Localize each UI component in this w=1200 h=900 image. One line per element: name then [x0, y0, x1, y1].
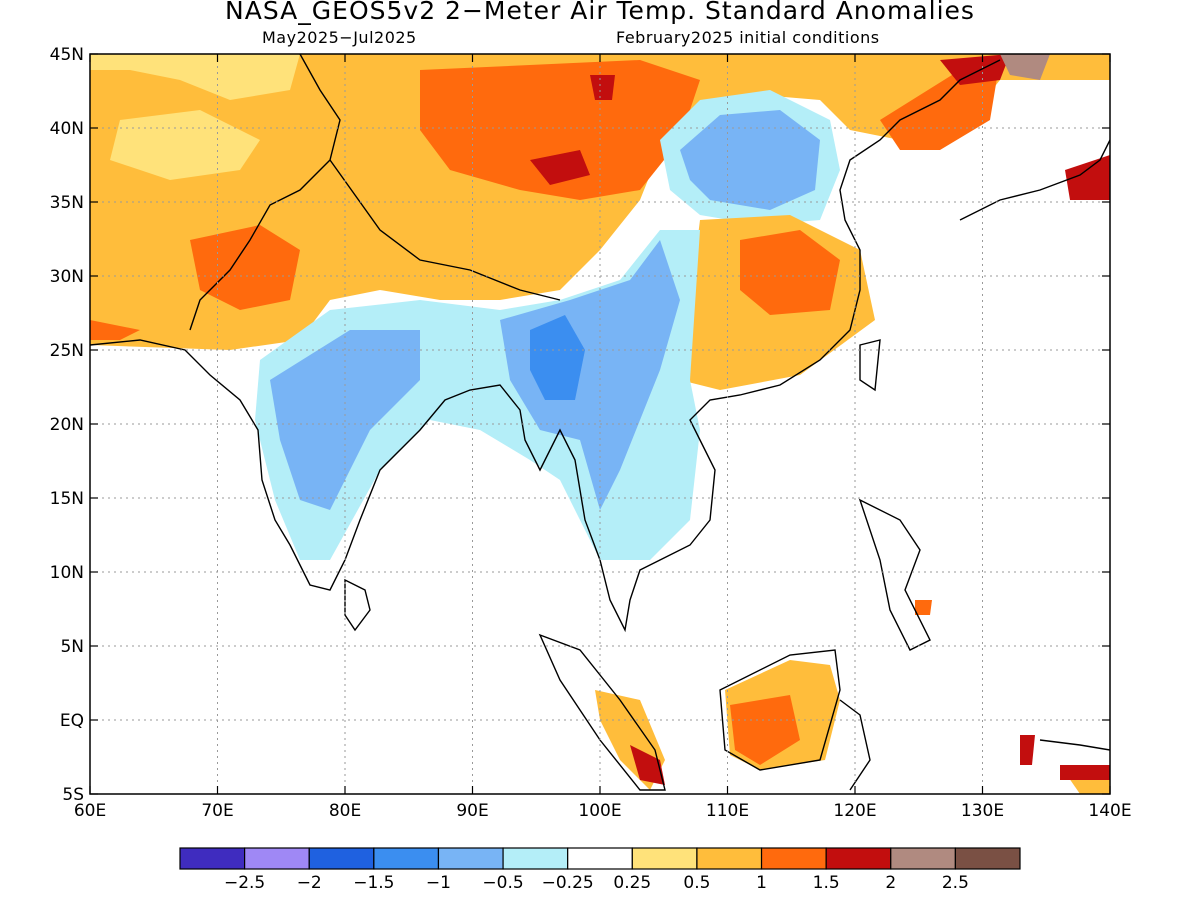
lat-tick-label: 45N — [50, 45, 84, 65]
lon-tick-label: 100E — [578, 801, 621, 821]
colorbar-swatch — [179, 847, 246, 870]
axis-ticks — [89, 53, 1111, 795]
pale-warm-fringe — [90, 54, 300, 100]
colorbar-swatch — [244, 847, 310, 870]
colorbar-swatch — [567, 847, 633, 870]
colorbar-swatch — [373, 847, 440, 870]
colorbar-swatch — [890, 847, 956, 870]
myanmar-cool-core — [530, 315, 585, 400]
lon-tick-label: 90E — [456, 801, 488, 821]
colorbar-label: 0.5 — [683, 873, 710, 893]
initial-conditions: February2025 initial conditions — [616, 28, 880, 47]
lat-tick-label: 30N — [50, 267, 84, 287]
map-title: NASA_GEOS5v2 2−Meter Air Temp. Standard … — [225, 0, 975, 25]
colorbar-label: −1.5 — [353, 873, 394, 893]
colorbar-swatch — [308, 847, 375, 870]
colorbar — [179, 847, 1021, 870]
gridlines — [90, 54, 1110, 794]
lon-tick-label: 140E — [1088, 801, 1131, 821]
lat-tick-label: EQ — [60, 711, 84, 731]
lat-tick-label: 20N — [50, 415, 84, 435]
colorbar-label: −0.5 — [482, 873, 523, 893]
lon-tick-label: 120E — [833, 801, 876, 821]
colorbar-swatch — [437, 847, 504, 870]
colorbar-swatch — [760, 847, 827, 870]
colorbar-label: −0.25 — [542, 873, 594, 893]
lat-tick-label: 5N — [60, 637, 84, 657]
lon-tick-label: 80E — [329, 801, 361, 821]
lat-tick-label: 40N — [50, 119, 84, 139]
lon-tick-label: 60E — [74, 801, 106, 821]
colorbar-label: −2.5 — [224, 873, 265, 893]
longitude-labels: 60E 70E 80E 90E 100E 110E 120E 130E 140E — [74, 801, 1132, 821]
colorbar-swatch — [954, 847, 1021, 870]
colorbar-label: −1 — [426, 873, 451, 893]
forecast-period: May2025−Jul2025 — [262, 28, 417, 47]
lat-tick-label: 5S — [62, 785, 84, 805]
colorbar-swatch — [631, 847, 698, 870]
colorbar-swatch — [696, 847, 763, 870]
lon-tick-label: 130E — [961, 801, 1004, 821]
lat-tick-label: 10N — [50, 563, 84, 583]
colorbar-label: 2.5 — [942, 873, 969, 893]
colorbar-label: 1 — [756, 873, 767, 893]
colorbar-swatch — [502, 847, 569, 870]
colorbar-label: −2 — [297, 873, 322, 893]
colorbar-labels: −2.5 −2 −1.5 −1 −0.5 −0.25 0.25 0.5 1 1.5 2 2.5 — [224, 873, 969, 893]
latitude-labels: 45N 40N 35N 30N 25N 20N 15N 10N 5N EQ 5S — [50, 45, 84, 805]
lat-tick-label: 35N — [50, 193, 84, 213]
lon-tick-label: 70E — [201, 801, 233, 821]
lon-tick-label: 110E — [706, 801, 749, 821]
coastlines — [90, 54, 1110, 791]
lat-tick-label: 25N — [50, 341, 84, 361]
colorbar-label: 2 — [885, 873, 896, 893]
colorbar-swatch — [825, 847, 892, 870]
colorbar-label: 0.25 — [613, 873, 651, 893]
tibet-warm-core — [420, 60, 700, 200]
lat-tick-label: 15N — [50, 489, 84, 509]
colorbar-label: 1.5 — [813, 873, 840, 893]
